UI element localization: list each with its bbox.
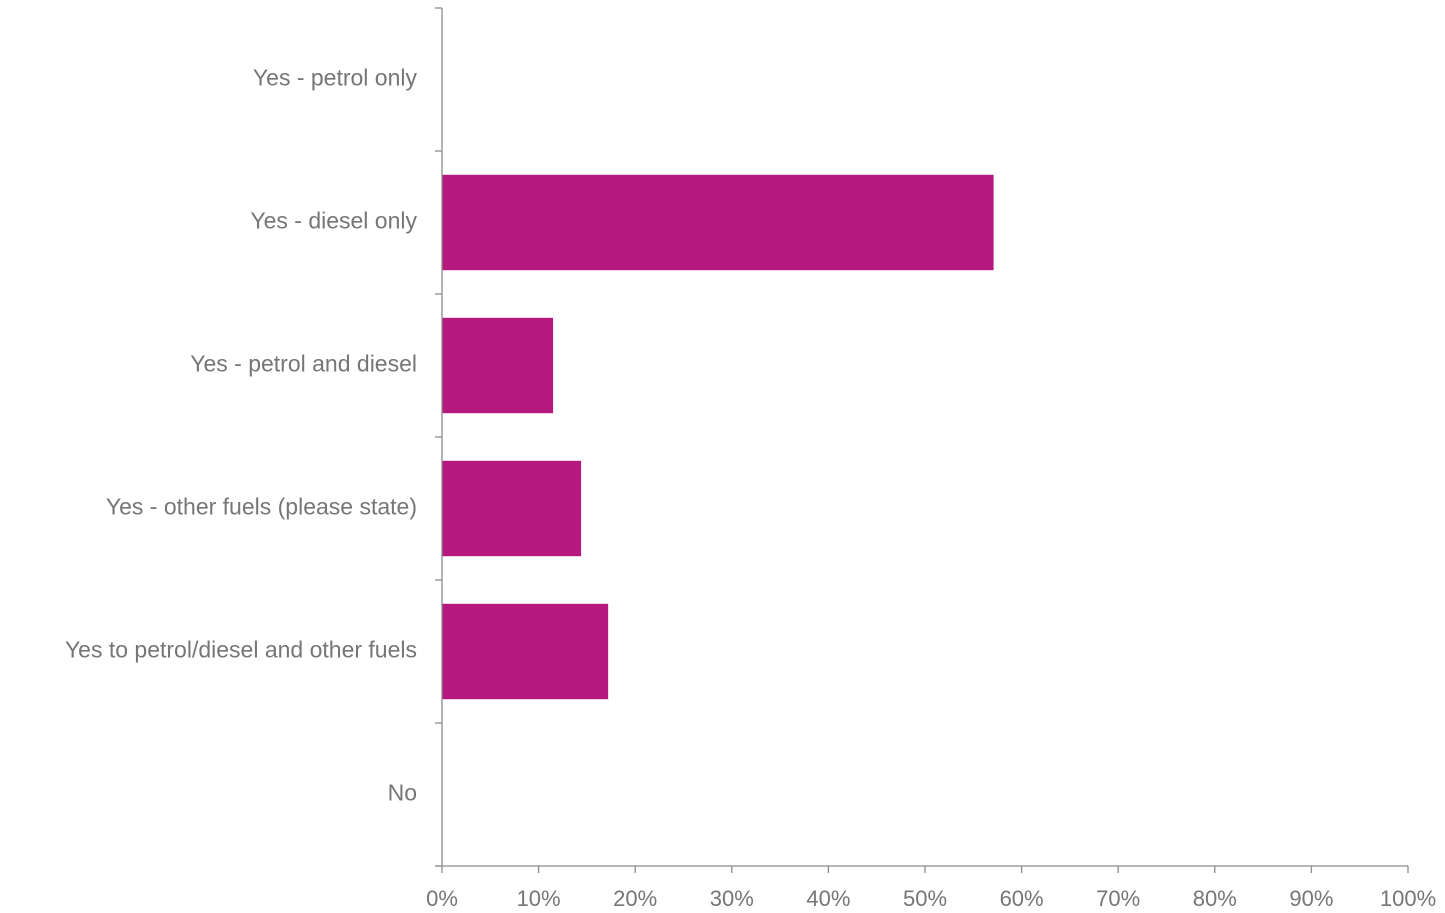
category-label: Yes - petrol only [253,65,418,91]
x-tick-label: 70% [1096,886,1140,911]
x-axis-tick-labels: 0% 10% 20% 30% 40% 50% 60% 70% 80% 90% 100% [426,886,1436,911]
category-label: Yes - diesel only [250,208,417,234]
x-tick-label: 0% [426,886,458,911]
x-tick-label: 90% [1289,886,1333,911]
x-tick-label: 80% [1193,886,1237,911]
x-tick-label: 10% [517,886,561,911]
x-tick-label: 60% [1000,886,1044,911]
bar [442,174,994,271]
bar [442,317,554,414]
x-tick-label: 20% [613,886,657,911]
bars-group [442,174,994,700]
bar [442,603,609,700]
category-label: No [388,780,417,806]
category-label: Yes to petrol/diesel and other fuels [65,637,417,663]
y-axis-ticks [435,7,442,867]
x-tick-label: 50% [903,886,947,911]
x-tick-label: 100% [1380,886,1436,911]
category-labels: Yes - petrol only Yes - diesel only Yes - … [65,65,418,806]
axes-group [435,8,1408,867]
x-axis-ticks [441,866,1409,873]
x-tick-label: 40% [806,886,850,911]
x-tick-label: 30% [710,886,754,911]
bar [442,460,582,557]
category-label: Yes - other fuels (please state) [106,494,417,520]
category-label: Yes - petrol and diesel [190,351,417,377]
